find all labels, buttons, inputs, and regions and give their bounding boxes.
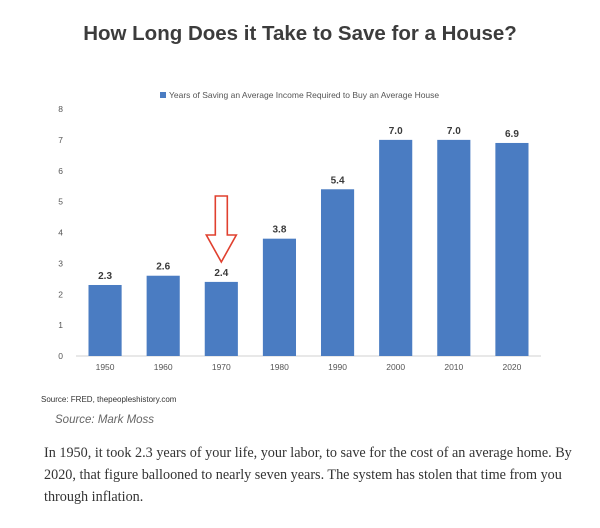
y-tick-label: 5: [58, 197, 63, 207]
bar-1970: [204, 281, 238, 356]
y-axis: 0 1 2 3 4 5 6 7 8: [58, 104, 63, 361]
y-tick-label: 8: [58, 104, 63, 114]
bar-1960: [146, 275, 180, 356]
x-tick-label: 1970: [212, 362, 231, 372]
x-tick-label: 2010: [444, 362, 463, 372]
down-arrow-icon: [204, 195, 238, 264]
bars: 2.3 2.6 2.4 3.8 5.4 7.0 7.0 6.9: [88, 126, 529, 356]
image-credit: Source: Mark Moss: [55, 414, 155, 426]
y-tick-label: 3: [58, 258, 63, 268]
x-tick-label: 2000: [386, 362, 405, 372]
data-label-1960: 2.6: [156, 262, 170, 273]
data-label-2010: 7.0: [447, 126, 461, 137]
y-tick-label: 1: [58, 320, 63, 330]
bar-chart: Years of Saving an Average Income Requir…: [58, 90, 541, 372]
data-label-1950: 2.3: [98, 271, 112, 282]
bar-2010: [437, 139, 471, 356]
x-tick-label: 1960: [154, 362, 173, 372]
y-tick-label: 6: [58, 166, 63, 176]
bar-1980: [262, 238, 297, 356]
x-axis: 1950 1960 1970 1980 1990 2000 2010 2020: [96, 362, 522, 372]
bar-1990: [320, 189, 355, 356]
y-tick-label: 7: [58, 135, 63, 145]
y-tick-label: 0: [58, 351, 63, 361]
x-tick-label: 2020: [502, 362, 521, 372]
data-label-2000: 7.0: [389, 126, 403, 137]
x-tick-label: 1990: [328, 362, 347, 372]
source-note: Source: FRED, thepeopleshistory.com: [41, 395, 177, 404]
data-label-1970: 2.4: [214, 268, 228, 279]
data-label-1980: 3.8: [272, 225, 286, 236]
x-tick-label: 1950: [96, 362, 115, 372]
legend: Years of Saving an Average Income Requir…: [160, 90, 439, 100]
bar-2020: [495, 142, 529, 356]
chart-title: How Long Does it Take to Save for a Hous…: [83, 22, 517, 45]
legend-swatch: [160, 92, 166, 98]
y-tick-label: 4: [58, 228, 63, 238]
y-tick-label: 2: [58, 289, 63, 299]
annotation: [204, 195, 238, 264]
legend-label: Years of Saving an Average Income Requir…: [169, 90, 439, 100]
caption-paragraph: In 1950, it took 2.3 years of your life,…: [44, 445, 572, 505]
data-label-1990: 5.4: [331, 175, 345, 186]
bar-2000: [379, 139, 413, 356]
x-tick-label: 1980: [270, 362, 289, 372]
bar-1950: [88, 284, 122, 356]
data-label-2020: 6.9: [505, 129, 519, 140]
